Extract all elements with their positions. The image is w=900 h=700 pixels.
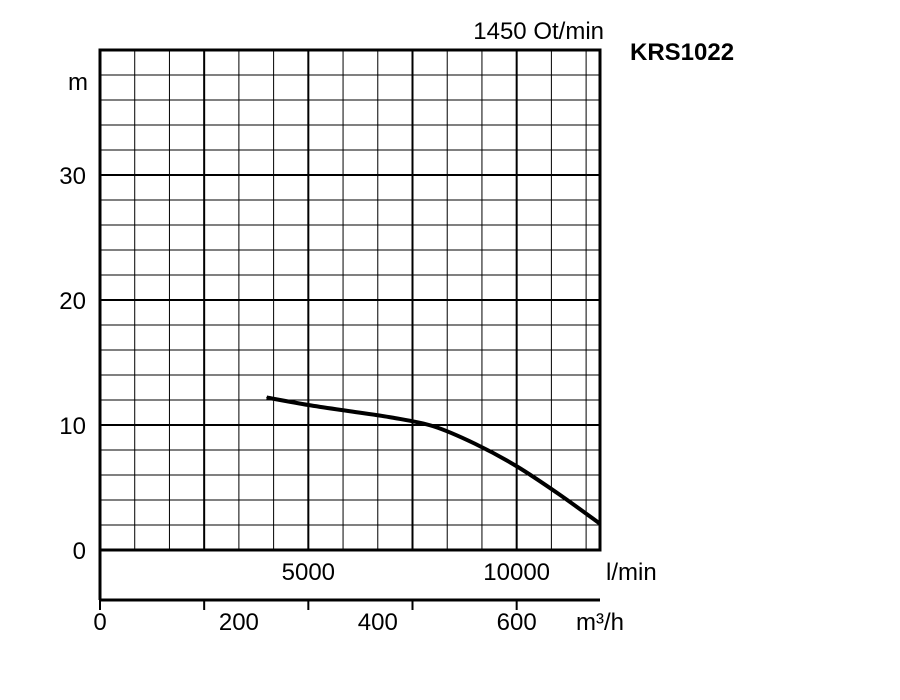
- pump-curve-point: [349, 410, 351, 412]
- x-m3h-tick-label: 0: [93, 609, 106, 636]
- plot-frame: [98, 48, 602, 610]
- x-lmin-tick-labels: 5000 10000: [282, 559, 550, 586]
- grid-lines: [100, 50, 600, 550]
- y-axis-unit-label: m: [68, 69, 88, 96]
- pump-curve-point: [307, 404, 309, 406]
- pump-curve-point: [557, 493, 559, 495]
- x-lmin-unit-label: l/min: [606, 559, 657, 586]
- y-tick-label: 0: [73, 538, 86, 565]
- chart-title: KRS1022: [630, 39, 734, 66]
- x-m3h-tick-label: 400: [358, 609, 398, 636]
- pump-curve-point: [599, 523, 601, 525]
- pump-curve-point: [266, 397, 268, 398]
- speed-label: 1450 Ot/min: [473, 18, 604, 45]
- x-m3h-tick-label: 200: [219, 609, 259, 636]
- y-tick-labels: 0 10 20 30: [59, 163, 86, 565]
- pump-curve-point: [474, 443, 476, 445]
- x-m3h-unit-label: m³/h: [576, 609, 624, 636]
- x-lmin-tick-label: 10000: [483, 559, 550, 586]
- y-tick-label: 30: [59, 163, 86, 190]
- pump-curve-point: [516, 465, 518, 467]
- plot-border: [98, 48, 602, 552]
- pump-curve-line: [266, 395, 602, 526]
- pump-curve-point: [432, 425, 434, 427]
- y-tick-label: 10: [59, 413, 86, 440]
- pump-curve-point: [391, 417, 393, 418]
- y-tick-label: 20: [59, 288, 86, 315]
- x-m3h-tick-label: 600: [497, 609, 537, 636]
- x-m3h-tick-labels: 0 200 400 600: [93, 609, 536, 636]
- curve-series: [266, 395, 602, 526]
- x-lmin-tick-label: 5000: [282, 559, 335, 586]
